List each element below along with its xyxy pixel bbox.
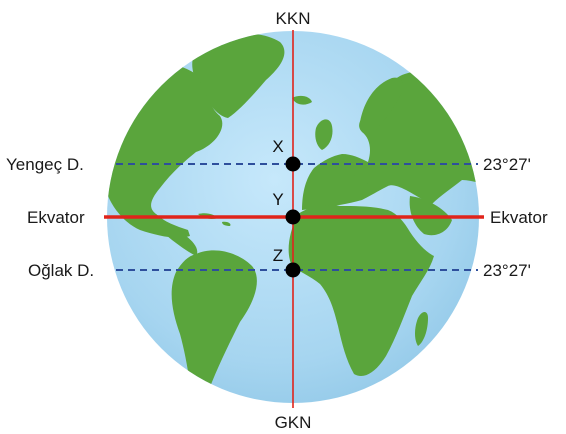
- greenland: [192, 33, 285, 118]
- madagascar: [415, 312, 428, 346]
- iceland: [292, 95, 312, 105]
- africa: [288, 205, 434, 376]
- equator-right-label: Ekvator: [490, 208, 548, 227]
- south-america: [171, 250, 257, 403]
- point-y: [285, 209, 301, 225]
- point-y-label: Y: [272, 190, 283, 209]
- italy: [351, 164, 368, 186]
- point-z-label: Z: [273, 246, 283, 265]
- tropic-of-cancer-degree-label: 23°27': [483, 155, 531, 174]
- tropic-of-capricorn-label: Oğlak D.: [28, 261, 94, 280]
- scandinavia: [360, 77, 404, 134]
- tropic-of-capricorn-degree-label: 23°27': [483, 261, 531, 280]
- central-america: [156, 214, 198, 256]
- south-pole-label: GKN: [275, 413, 312, 432]
- point-x-label: X: [272, 137, 283, 156]
- point-z: [285, 262, 301, 278]
- great-britain: [315, 119, 333, 150]
- north-pole-label: KKN: [276, 9, 311, 28]
- point-x: [285, 156, 301, 172]
- tropic-of-cancer-label: Yengeç D.: [6, 155, 84, 174]
- equator-left-label: Ekvator: [27, 208, 85, 227]
